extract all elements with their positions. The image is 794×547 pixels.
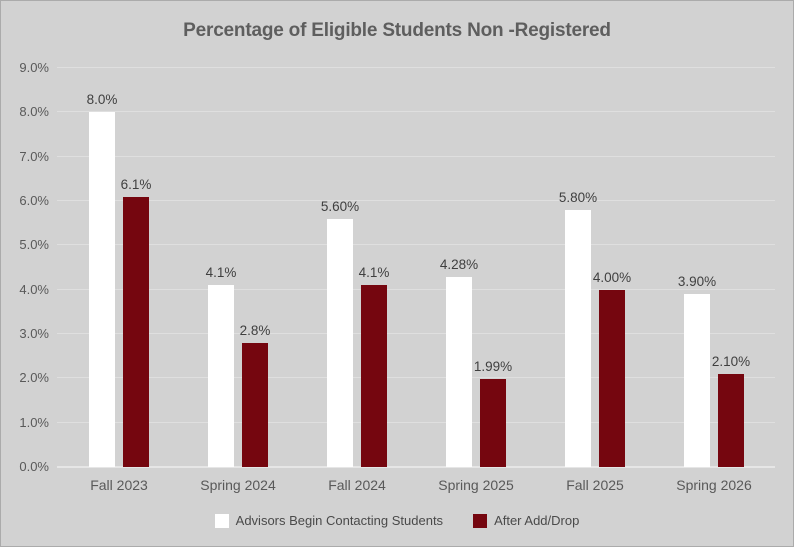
bar-advisors-begin-contacting-spring-2026 [684, 294, 710, 467]
y-axis-tick-label: 7.0% [19, 148, 49, 164]
data-label-after-add-drop-fall-2025: 4.00% [592, 269, 632, 285]
bar-advisors-begin-contacting-fall-2024 [327, 218, 353, 467]
y-axis-tick-label: 9.0% [19, 60, 49, 75]
legend-label: After Add/Drop [494, 513, 580, 528]
chart-title: Percentage of Eligible Students Non -Reg… [183, 20, 611, 41]
bar-after-add-drop-spring-2026 [718, 373, 744, 467]
data-label-advisors-begin-contacting-spring-2024: 4.1% [205, 265, 237, 281]
data-label-after-add-drop-spring-2025: 1.99% [473, 358, 513, 374]
gridline [57, 244, 775, 246]
y-axis-tick-label: 2.0% [19, 370, 49, 386]
data-label-advisors-begin-contacting-fall-2023: 8.0% [86, 92, 118, 108]
y-axis-tick-label: 8.0% [19, 104, 49, 120]
bar-after-add-drop-fall-2024 [361, 285, 387, 467]
bar-advisors-begin-contacting-fall-2023 [89, 112, 115, 467]
plot-area: 8.0% 6.1% 4.1% 2.8% 5.60% 4.1% 4.28% 1.99% 5.80%… [57, 67, 775, 468]
legend-entry-advisors-begin-contacting: Advisors Begin Contacting Students [214, 513, 444, 528]
x-axis-category-label: Spring 2025 [438, 477, 514, 493]
y-axis-tick-label: 3.0% [19, 326, 49, 341]
x-axis-category-label: Fall 2024 [328, 477, 386, 493]
x-axis-category-label: Fall 2023 [90, 477, 148, 493]
gridline [57, 155, 775, 157]
data-label-advisors-begin-contacting-fall-2025: 5.80% [558, 189, 598, 205]
bar-after-add-drop-fall-2023 [123, 196, 149, 467]
legend-swatch-icon [473, 513, 488, 528]
gridline [57, 421, 775, 423]
gridline [57, 288, 775, 290]
gridline [57, 377, 775, 379]
gridline [57, 67, 775, 68]
bar-advisors-begin-contacting-spring-2024 [208, 285, 234, 467]
bar-after-add-drop-spring-2024 [242, 342, 268, 467]
x-axis-category-label: Spring 2024 [200, 477, 276, 493]
y-axis-tick-label: 0.0% [19, 459, 49, 474]
data-label-advisors-begin-contacting-fall-2024: 5.60% [320, 198, 360, 214]
data-label-after-add-drop-spring-2026: 2.10% [711, 353, 751, 369]
data-label-after-add-drop-spring-2024: 2.8% [239, 322, 271, 338]
bar-after-add-drop-fall-2025 [599, 289, 625, 467]
gridline [57, 200, 775, 201]
legend-label: Advisors Begin Contacting Students [235, 513, 444, 528]
gridline [57, 111, 775, 113]
y-axis-tick-label: 6.0% [19, 193, 49, 208]
y-axis-tick-label: 1.0% [19, 414, 49, 430]
bar-after-add-drop-spring-2025 [480, 378, 506, 467]
x-axis-category-label: Fall 2025 [566, 477, 624, 493]
data-label-advisors-begin-contacting-spring-2026: 3.90% [677, 274, 717, 290]
x-axis-category-label: Spring 2026 [676, 477, 752, 493]
data-label-after-add-drop-fall-2023: 6.1% [120, 176, 152, 192]
bar-advisors-begin-contacting-fall-2025 [565, 209, 591, 467]
data-label-after-add-drop-fall-2024: 4.1% [358, 265, 390, 281]
legend-swatch-icon [214, 513, 229, 528]
bar-advisors-begin-contacting-spring-2025 [446, 277, 472, 467]
gridline [57, 333, 775, 334]
legend-entry-after-add-drop: After Add/Drop [473, 513, 579, 528]
x-axis-line [57, 466, 775, 468]
y-axis-tick-label: 5.0% [19, 237, 49, 253]
y-axis-tick-label: 4.0% [19, 281, 49, 297]
data-label-advisors-begin-contacting-spring-2025: 4.28% [439, 257, 479, 273]
legend: Advisors Begin Contacting Students After … [1, 513, 793, 528]
